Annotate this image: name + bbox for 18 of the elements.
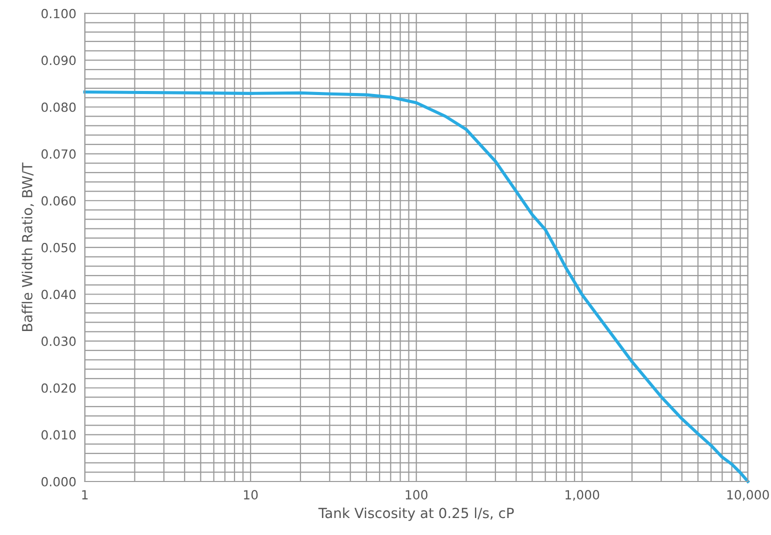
x-tick-label: 100 bbox=[406, 490, 428, 500]
y-tick-label: 0.010 bbox=[42, 430, 76, 440]
y-tick-label: 0.000 bbox=[42, 476, 76, 486]
y-tick-label: 0.070 bbox=[42, 149, 76, 159]
y-tick-label: 0.060 bbox=[42, 196, 76, 206]
y-tick-label: 0.050 bbox=[42, 242, 76, 252]
y-tick-label: 0.080 bbox=[42, 102, 76, 112]
y-tick-label: 0.030 bbox=[42, 336, 76, 346]
x-axis-title: Tank Viscosity at 0.25 l/s, cP bbox=[318, 507, 514, 521]
y-tick-label: 0.100 bbox=[42, 8, 76, 18]
x-tick-label: 1,000 bbox=[566, 490, 600, 501]
x-tick-label: 10 bbox=[244, 490, 258, 500]
y-axis-title: Baffle Width Ratio, BW/T bbox=[22, 162, 34, 331]
x-tick-label: 1 bbox=[82, 490, 88, 500]
y-tick-label: 0.090 bbox=[42, 56, 76, 66]
x-tick-label: 10,000 bbox=[727, 490, 769, 501]
y-tick-label: 0.020 bbox=[42, 383, 76, 393]
y-tick-label: 0.040 bbox=[42, 290, 76, 300]
